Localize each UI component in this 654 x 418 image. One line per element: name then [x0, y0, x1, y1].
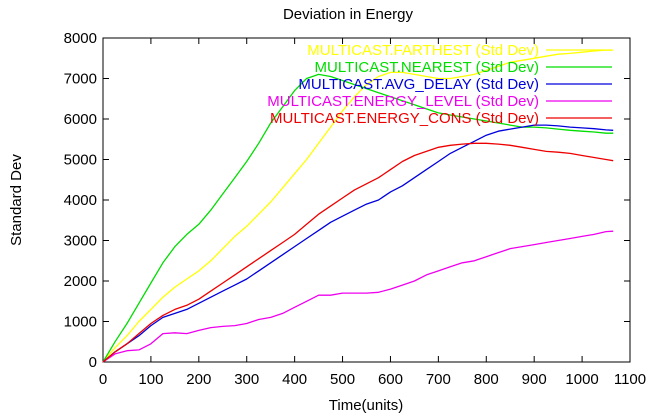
y-tick-label: 1000 — [64, 314, 97, 331]
series-line-3 — [102, 124, 614, 363]
y-tick-label: 5000 — [64, 152, 97, 169]
x-tick-label: 700 — [426, 371, 451, 388]
x-tick-label: 500 — [330, 371, 355, 388]
x-tick-label: 900 — [522, 371, 547, 388]
y-tick-label: 7000 — [64, 71, 97, 88]
x-tick-label: 600 — [378, 371, 403, 388]
x-tick-label: 100 — [138, 371, 163, 388]
y-tick-label: 2000 — [64, 273, 97, 290]
y-tick-label: 3000 — [64, 233, 97, 250]
x-tick-label: 1000 — [565, 371, 598, 388]
legend-label-4: MULTICAST.ENERGY_LEVEL (Std Dev) — [267, 93, 539, 110]
chart-title: Deviation in Energy — [283, 6, 414, 23]
y-tick-label: 8000 — [64, 30, 97, 47]
series-line-4 — [102, 230, 614, 363]
series-line-2 — [102, 73, 614, 363]
legend-label-3: MULTICAST.AVG_DELAY (Std Dev) — [298, 76, 539, 93]
series-line-5 — [102, 142, 614, 363]
legend-label-2: MULTICAST.NEAREST (Std Dev) — [315, 59, 540, 76]
legend-label-1: MULTICAST.FARTHEST (Std Dev) — [307, 42, 539, 59]
series-layer — [102, 49, 614, 363]
x-tick-label: 400 — [282, 371, 307, 388]
y-tick-label: 6000 — [64, 111, 97, 128]
x-axis-title: Time(units) — [329, 397, 403, 414]
legend-label-5: MULTICAST.ENERGY_CONS (Std Dev) — [270, 110, 539, 127]
x-tick-label: 300 — [234, 371, 259, 388]
y-tick-label: 4000 — [64, 192, 97, 209]
x-tick-label: 0 — [99, 371, 107, 388]
x-tick-label: 1100 — [614, 371, 646, 388]
axis-ticks: 0 100 200 300 400 500 600 700 800 900 1000 1100 0 100… — [64, 30, 647, 388]
x-tick-label: 200 — [186, 371, 211, 388]
y-axis-title: Standard Dev — [8, 154, 25, 246]
series-line-1 — [102, 49, 614, 363]
legend: MULTICAST.FARTHEST (Std Dev)MULTICAST.NE… — [267, 42, 612, 127]
x-tick-label: 800 — [474, 371, 499, 388]
y-tick-label: 0 — [89, 354, 97, 371]
